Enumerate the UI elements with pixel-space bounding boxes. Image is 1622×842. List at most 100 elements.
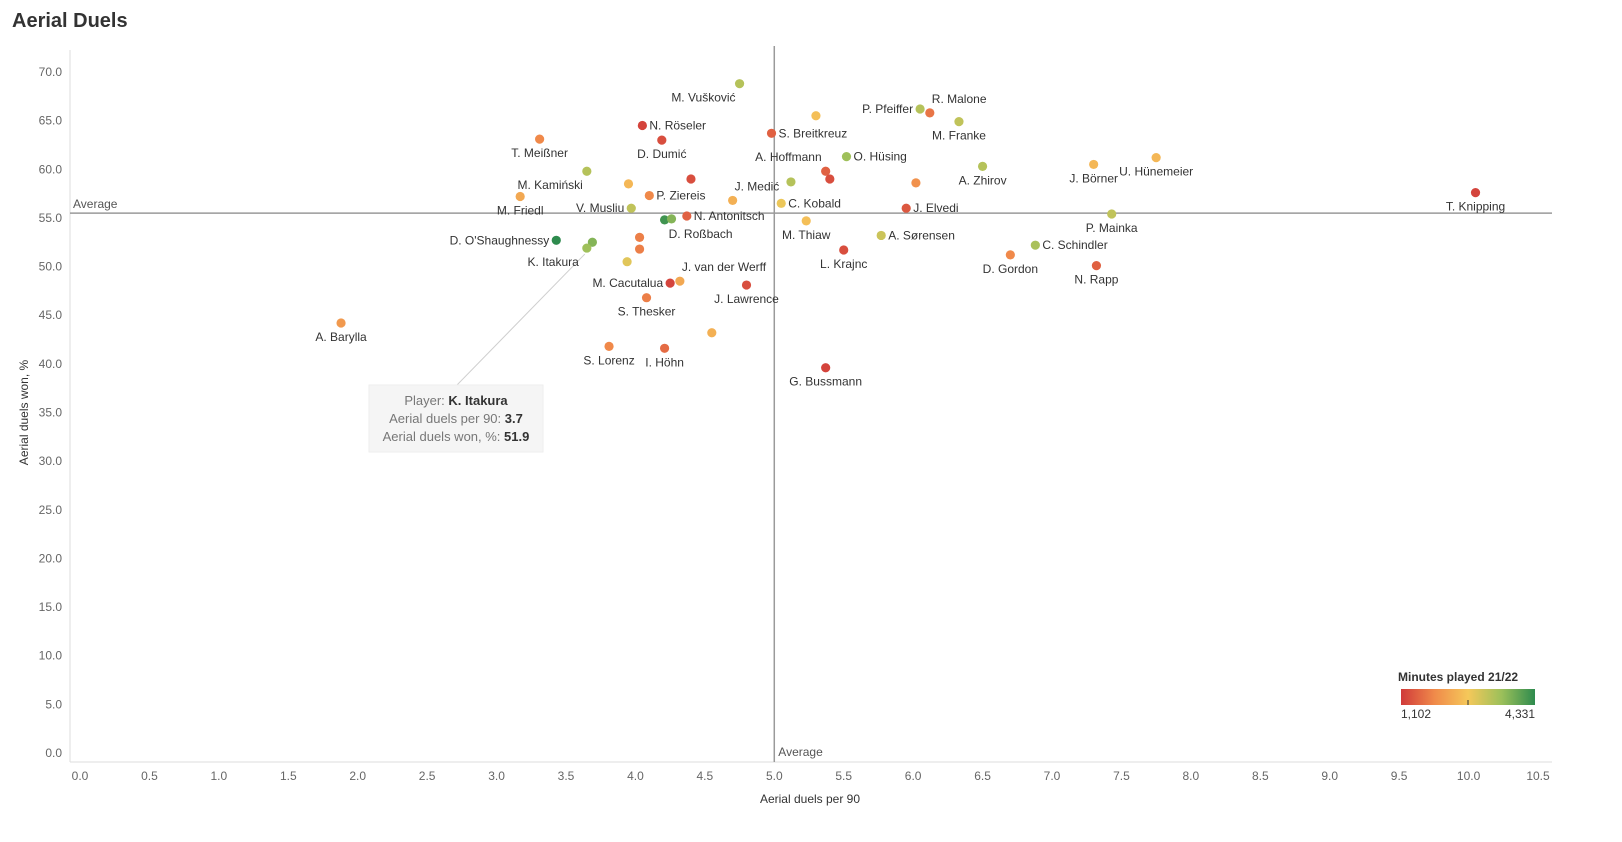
y-tick-label: 45.0 (39, 308, 63, 322)
legend-title: Minutes played 21/22 (1398, 670, 1518, 684)
x-tick-label: 8.0 (1183, 769, 1200, 783)
average-lines: Average Average (70, 46, 1552, 762)
data-point[interactable] (1151, 153, 1161, 163)
y-tick-label: 10.0 (39, 649, 63, 663)
x-tick-label: 9.0 (1321, 769, 1338, 783)
data-point[interactable] (1107, 209, 1117, 219)
page-title: Aerial Duels (12, 10, 128, 32)
data-point[interactable] (675, 276, 685, 286)
x-tick-label: 8.5 (1252, 769, 1269, 783)
data-point[interactable] (336, 318, 346, 328)
point-label: G. Bussmann (789, 375, 862, 389)
data-point[interactable] (841, 152, 852, 162)
data-point[interactable] (515, 191, 525, 202)
point-label: M. Kamiński (517, 178, 582, 192)
data-point[interactable] (876, 230, 886, 241)
point-label: C. Schindler (1042, 238, 1107, 252)
data-point[interactable] (641, 293, 652, 303)
y-tick-label: 30.0 (39, 454, 63, 468)
x-tick-label: 2.5 (419, 769, 436, 783)
data-point[interactable] (551, 235, 561, 245)
data-point[interactable] (626, 203, 636, 213)
x-axis-title: Aerial duels per 90 (760, 792, 860, 806)
y-tick-label: 70.0 (39, 65, 63, 79)
point-label: A. Zhirov (959, 173, 1007, 187)
point-label: P. Ziereis (656, 189, 705, 203)
data-point[interactable] (1089, 159, 1099, 170)
data-point[interactable] (1470, 188, 1481, 198)
data-point[interactable] (801, 216, 811, 226)
data-point[interactable] (686, 174, 696, 184)
data-point[interactable] (1091, 260, 1102, 271)
point-label: M. Franke (932, 129, 986, 143)
point-label: I. Höhn (645, 355, 684, 369)
data-point[interactable] (604, 341, 614, 351)
data-point[interactable] (915, 104, 925, 114)
y-tick-label: 50.0 (39, 260, 63, 274)
x-tick-label: 3.0 (488, 769, 505, 783)
data-point[interactable] (623, 179, 634, 189)
data-point[interactable] (634, 244, 645, 254)
data-point[interactable] (665, 278, 675, 288)
data-point[interactable] (582, 243, 592, 253)
point-label: M. Vušković (671, 91, 735, 105)
point-label: P. Mainka (1086, 221, 1138, 235)
y-tick-label: 35.0 (39, 406, 63, 420)
data-point[interactable] (925, 108, 935, 118)
data-point[interactable] (786, 177, 796, 187)
point-label: A. Hoffmann (755, 150, 821, 164)
y-tick-label: 20.0 (39, 551, 63, 565)
data-point[interactable] (821, 166, 831, 176)
data-point[interactable] (821, 363, 831, 373)
x-tick-label: 3.5 (558, 769, 575, 783)
data-point[interactable] (734, 79, 745, 89)
data-point[interactable] (637, 120, 647, 131)
data-point[interactable] (977, 161, 988, 171)
data-point[interactable] (954, 117, 964, 127)
data-point[interactable] (659, 215, 670, 225)
data-point[interactable] (839, 245, 849, 255)
data-points (336, 79, 1481, 373)
data-point[interactable] (825, 174, 835, 184)
data-point[interactable] (1005, 250, 1015, 260)
data-point[interactable] (657, 135, 667, 145)
data-point[interactable] (535, 134, 545, 144)
data-point[interactable] (766, 128, 777, 138)
data-point[interactable] (666, 214, 677, 224)
point-label: N. Rapp (1074, 273, 1118, 287)
data-point[interactable] (911, 178, 921, 188)
data-point[interactable] (587, 237, 597, 247)
data-point[interactable] (707, 328, 717, 338)
point-label: M. Thiaw (782, 228, 831, 242)
data-point[interactable] (901, 203, 911, 213)
tooltip-box (368, 384, 544, 453)
tooltip-x-value: Aerial duels per 90: 3.7 (389, 411, 523, 426)
data-point[interactable] (776, 198, 786, 208)
x-tick-label: 6.0 (905, 769, 922, 783)
point-label: J. Börner (1069, 171, 1118, 185)
point-label: M. Friedl (497, 204, 544, 218)
data-point[interactable] (728, 195, 738, 206)
data-point[interactable] (622, 257, 632, 267)
point-label: P. Pfeiffer (862, 102, 913, 116)
y-axis-title: Aerial duels won, % (17, 359, 31, 465)
point-label: T. Knipping (1446, 200, 1505, 214)
data-point[interactable] (811, 111, 821, 121)
y-tick-label: 25.0 (39, 503, 63, 517)
x-tick-label: 6.5 (974, 769, 991, 783)
data-point[interactable] (659, 343, 670, 353)
point-label: M. Cacutalua (592, 276, 663, 290)
data-point[interactable] (644, 190, 654, 201)
data-point[interactable] (634, 232, 645, 242)
x-tick-label: 4.5 (697, 769, 714, 783)
data-point[interactable] (741, 280, 752, 290)
data-point[interactable] (582, 166, 592, 176)
point-label: D. Gordon (983, 262, 1038, 276)
legend-min-label: 1,102 (1401, 707, 1431, 721)
y-tick-label: 5.0 (45, 697, 62, 711)
y-tick-label: 65.0 (39, 114, 63, 128)
data-point[interactable] (1030, 240, 1040, 250)
data-point[interactable] (682, 211, 692, 221)
x-tick-label: 1.0 (211, 769, 228, 783)
